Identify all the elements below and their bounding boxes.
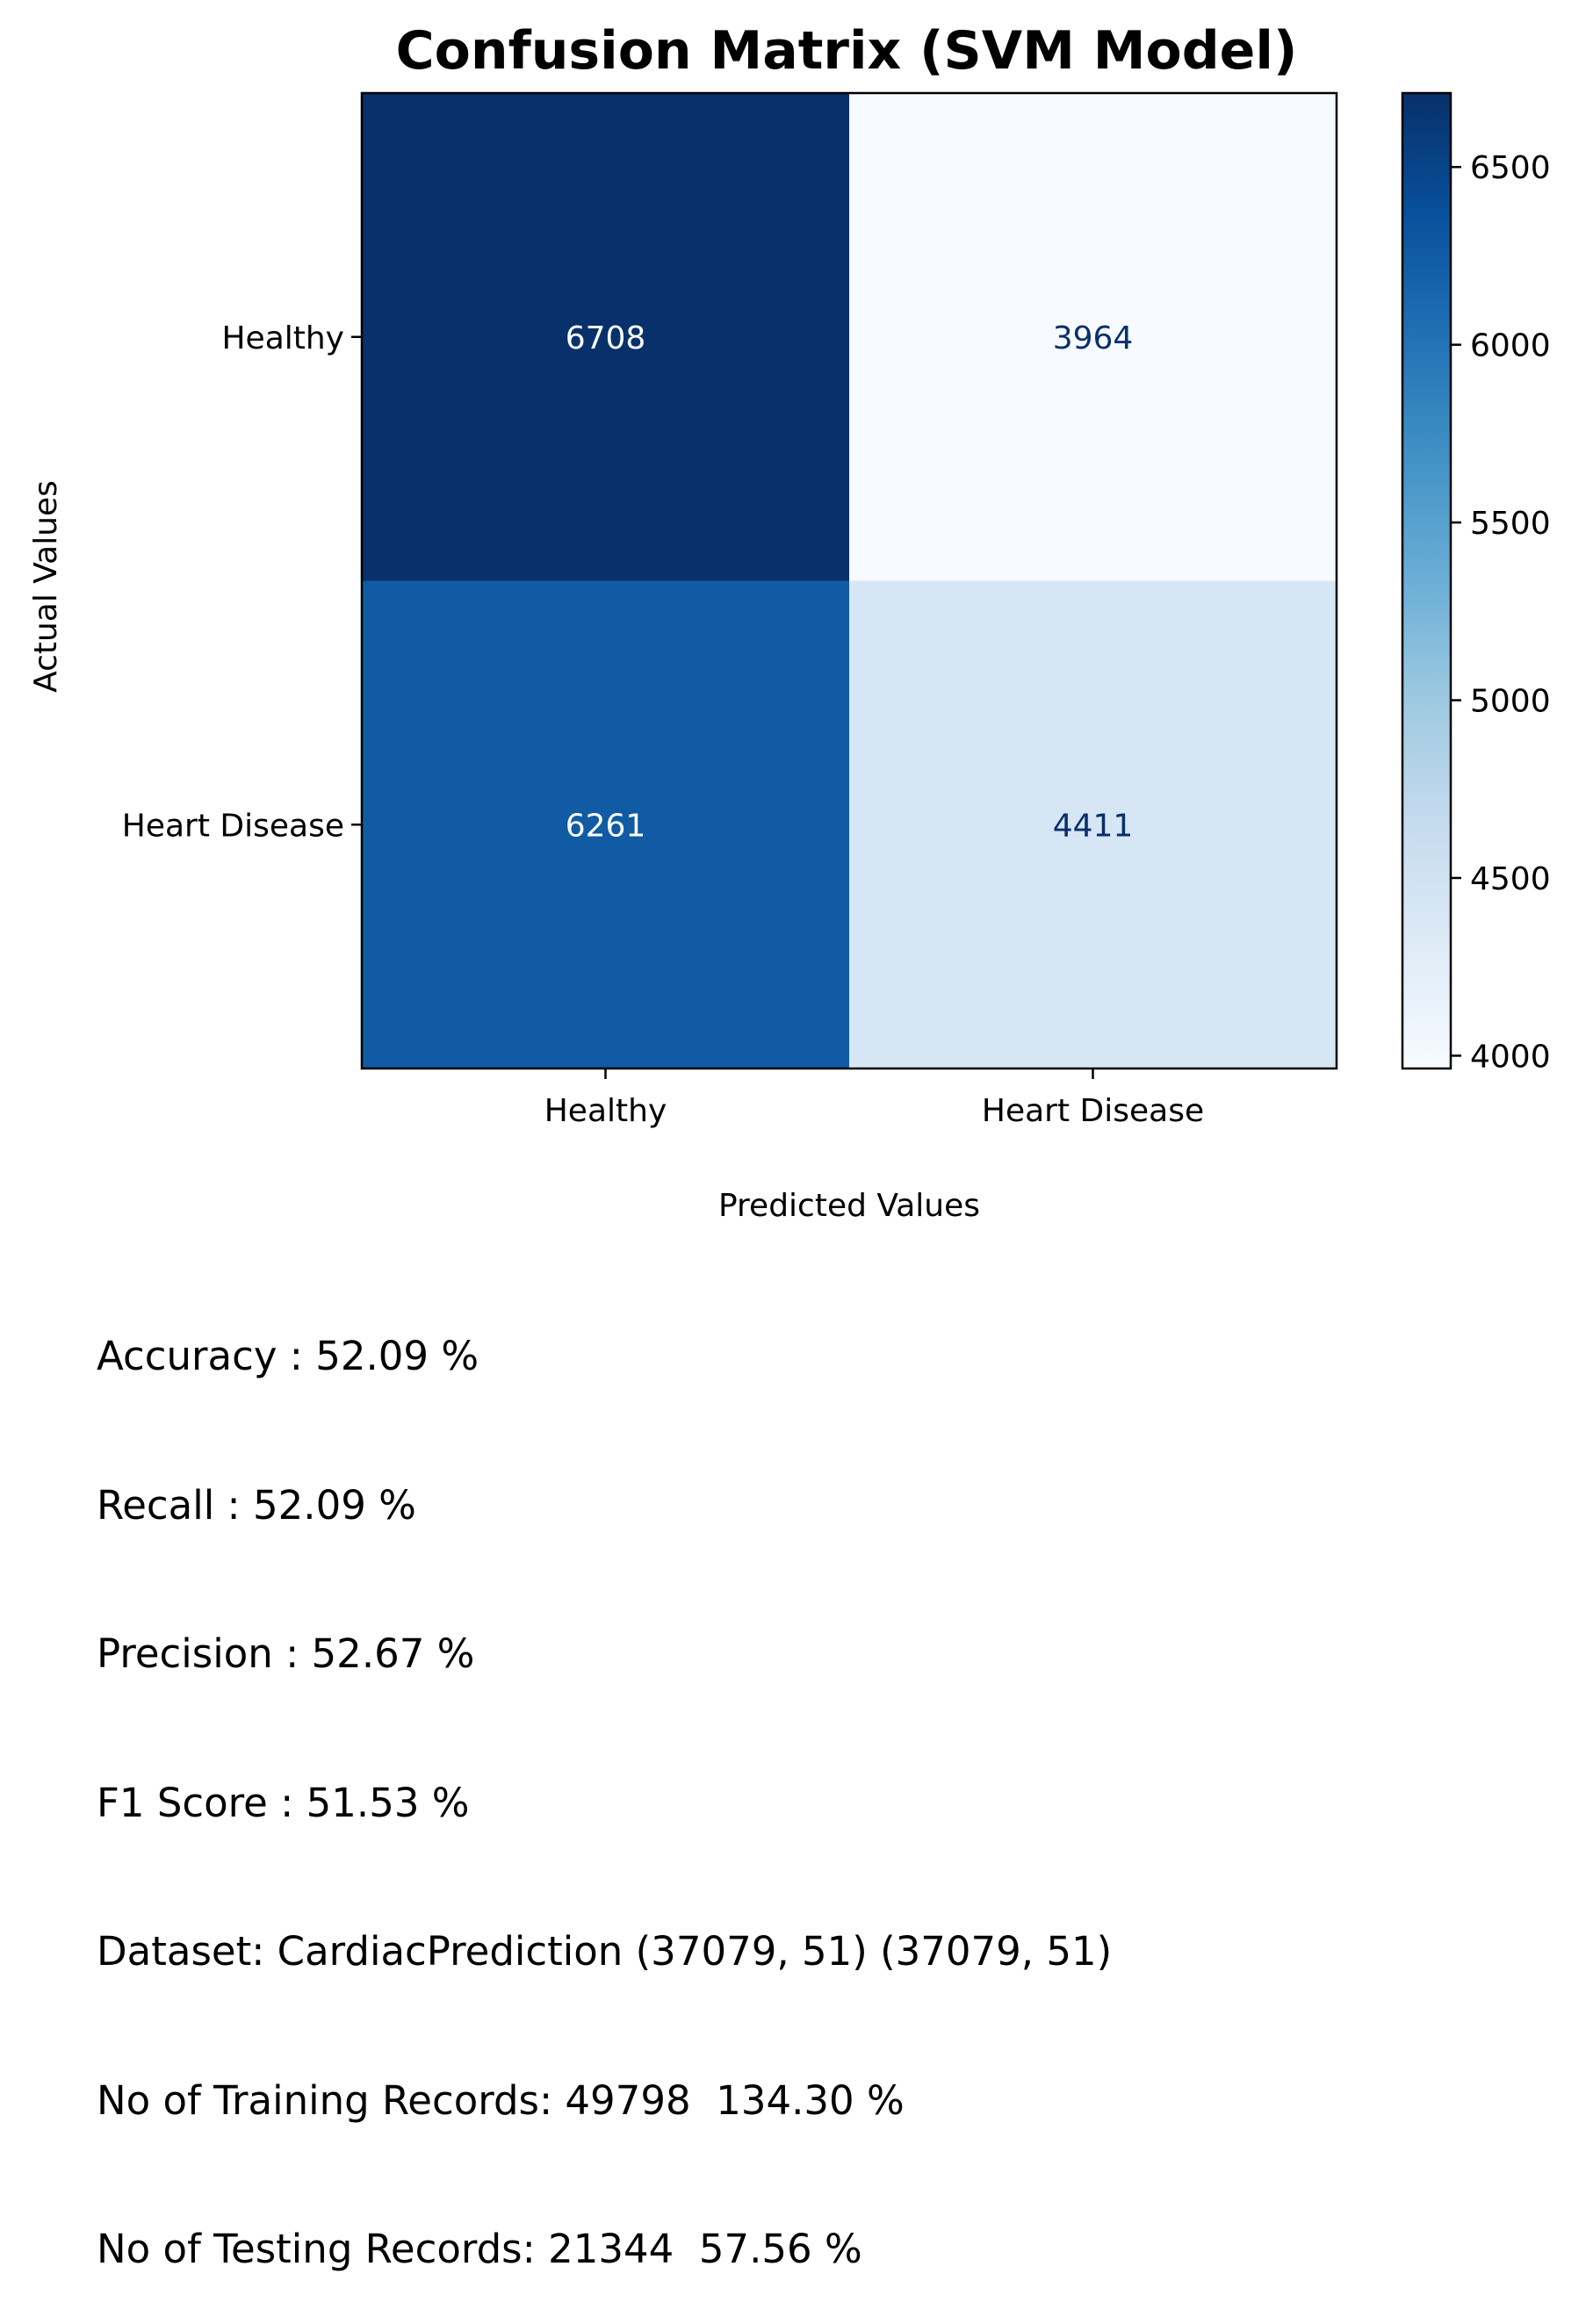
cell-value-label: 6261 bbox=[566, 808, 646, 844]
colorbar-tick-label: 4000 bbox=[1470, 1039, 1551, 1075]
x-tick-label: Heart Disease bbox=[982, 1093, 1204, 1129]
colorbar bbox=[1401, 91, 1452, 1070]
chart-title: Confusion Matrix (SVM Model) bbox=[396, 20, 1298, 82]
stat-accuracy: Accuracy : 52.09 % bbox=[97, 1333, 479, 1379]
stat-dataset: Dataset: CardiacPrediction (37079, 51) (… bbox=[97, 1928, 1113, 1975]
matrix-cell bbox=[849, 93, 1337, 581]
colorbar-tick-label: 4500 bbox=[1470, 861, 1551, 897]
colorbar-tick-label: 6500 bbox=[1470, 150, 1551, 186]
stat-recall: Recall : 52.09 % bbox=[97, 1481, 416, 1529]
confusion-matrix-chart: Confusion Matrix (SVM Model) 6708 3964 626… bbox=[28, 20, 1551, 1224]
matrix-cells: 6708 3964 6261 4411 bbox=[362, 93, 1337, 1069]
matrix-cell bbox=[362, 93, 850, 581]
colorbar-tick-label: 5500 bbox=[1470, 506, 1551, 542]
matrix-cell bbox=[849, 580, 1337, 1069]
x-axis-ticks: Healthy Heart Disease bbox=[544, 1068, 1204, 1129]
x-tick-label: Healthy bbox=[544, 1093, 667, 1129]
plot-frame bbox=[360, 91, 1338, 1070]
stat-f1-score: F1 Score : 51.53 % bbox=[97, 1779, 470, 1826]
cell-value-label: 6708 bbox=[566, 320, 646, 356]
colorbar-tick-label: 5000 bbox=[1470, 684, 1551, 720]
stat-testing-records: No of Testing Records: 21344 57.56 % bbox=[97, 2226, 862, 2272]
y-tick-label: Heart Disease bbox=[122, 808, 344, 844]
y-axis-ticks: Healthy Heart Disease bbox=[122, 320, 362, 844]
cell-value-label: 4411 bbox=[1053, 808, 1134, 844]
y-tick-label: Healthy bbox=[221, 320, 344, 356]
cell-value-label: 3964 bbox=[1053, 320, 1134, 356]
stat-precision: Precision : 52.67 % bbox=[97, 1630, 475, 1677]
colorbar-tick-label: 6000 bbox=[1470, 328, 1551, 364]
stat-training-records: No of Training Records: 49798 134.30 % bbox=[97, 2076, 905, 2124]
x-axis-label: Predicted Values bbox=[718, 1188, 980, 1224]
y-axis-label: Actual Values bbox=[28, 480, 64, 693]
matrix-cell bbox=[362, 580, 850, 1069]
model-stats: Accuracy : 52.09 % Recall : 52.09 % Prec… bbox=[97, 1233, 1112, 2324]
colorbar-ticks: 4000 4500 5000 5500 6000 6500 bbox=[1451, 150, 1551, 1075]
